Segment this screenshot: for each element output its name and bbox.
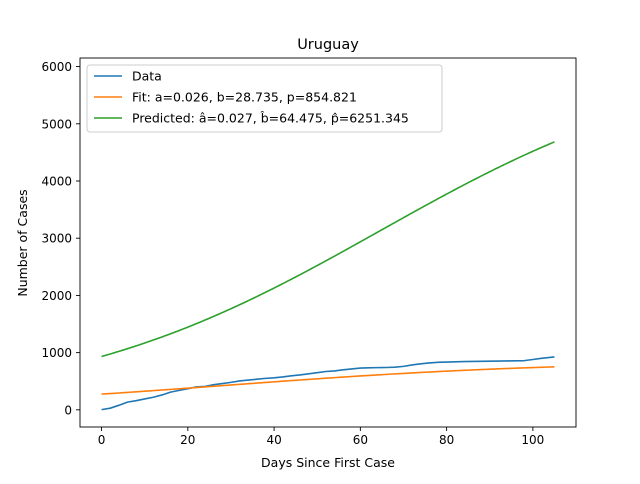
y-tick-label: 0 [64,403,72,417]
chart-title: Uruguay [297,37,359,53]
x-axis-label: Days Since First Case [261,455,395,470]
axes-frame [79,57,577,428]
y-tick-label: 3000 [41,232,72,246]
y-tick-label: 4000 [41,175,72,189]
legend-label-2: Predicted: â=0.027, b̂=64.475, p̂=6251.3… [132,111,409,126]
x-tick-label: 100 [521,433,544,447]
legend-box [86,64,443,133]
legend: Data Fit: a=0.026, b=28.735, p=854.821 Pre… [86,64,443,133]
x-tick-label: 20 [180,433,195,447]
x-tick-label: 80 [439,433,454,447]
series-line-2 [101,141,555,358]
x-tick-label: 0 [98,433,106,447]
legend-label-0: Data [132,69,162,84]
series-group [101,141,555,411]
y-tick-label: 5000 [41,117,72,131]
series-line-0 [101,356,555,411]
series-line-1 [101,366,555,395]
y-axis-label: Number of Cases [15,189,30,296]
y-tick-label: 6000 [41,60,72,74]
x-tick-label: 60 [353,433,368,447]
legend-label-1: Fit: a=0.026, b=28.735, p=854.821 [132,90,357,105]
y-tick-label: 1000 [41,346,72,360]
x-tick-label: 40 [266,433,281,447]
y-tick-label: 2000 [41,289,72,303]
plot-area [101,141,555,411]
